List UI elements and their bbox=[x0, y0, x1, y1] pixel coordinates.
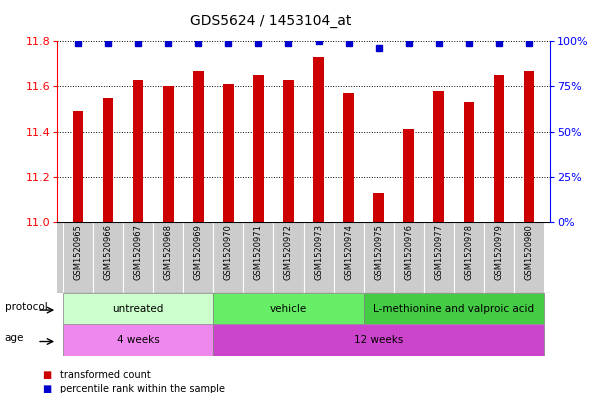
Text: GSM1520970: GSM1520970 bbox=[224, 224, 233, 280]
Text: ■: ■ bbox=[42, 384, 51, 393]
Text: GSM1520972: GSM1520972 bbox=[284, 224, 293, 280]
Text: ■: ■ bbox=[42, 369, 51, 380]
Bar bbox=[213, 222, 243, 293]
Bar bbox=[193, 71, 204, 222]
Bar bbox=[514, 222, 544, 293]
Text: GSM1520976: GSM1520976 bbox=[404, 224, 413, 280]
Text: protocol: protocol bbox=[5, 301, 47, 312]
Text: GSM1520968: GSM1520968 bbox=[164, 224, 172, 280]
Bar bbox=[313, 57, 324, 222]
Bar bbox=[463, 102, 474, 222]
Text: GSM1520965: GSM1520965 bbox=[74, 224, 82, 280]
Bar bbox=[63, 222, 93, 293]
Bar bbox=[403, 129, 414, 222]
Bar bbox=[163, 86, 174, 222]
Bar bbox=[523, 71, 534, 222]
Text: 4 weeks: 4 weeks bbox=[117, 335, 160, 345]
Text: untreated: untreated bbox=[112, 303, 164, 314]
Text: GSM1520966: GSM1520966 bbox=[104, 224, 112, 280]
Text: GSM1520974: GSM1520974 bbox=[344, 224, 353, 280]
Bar bbox=[454, 222, 484, 293]
Text: GSM1520973: GSM1520973 bbox=[314, 224, 323, 280]
Text: age: age bbox=[5, 333, 24, 343]
Bar bbox=[343, 93, 354, 222]
Text: L-methionine and valproic acid: L-methionine and valproic acid bbox=[373, 303, 534, 314]
Text: GSM1520969: GSM1520969 bbox=[194, 224, 203, 280]
Bar bbox=[93, 222, 123, 293]
Bar bbox=[103, 98, 114, 222]
Bar bbox=[213, 293, 364, 324]
Bar bbox=[433, 91, 444, 222]
Bar bbox=[394, 222, 424, 293]
Text: percentile rank within the sample: percentile rank within the sample bbox=[60, 384, 225, 393]
Bar bbox=[223, 84, 234, 222]
Bar bbox=[283, 80, 294, 222]
Bar bbox=[373, 193, 384, 222]
Text: GSM1520967: GSM1520967 bbox=[134, 224, 142, 280]
Text: GSM1520977: GSM1520977 bbox=[435, 224, 443, 280]
Text: GDS5624 / 1453104_at: GDS5624 / 1453104_at bbox=[190, 14, 351, 28]
Bar bbox=[123, 222, 153, 293]
Bar bbox=[364, 222, 394, 293]
Bar bbox=[484, 222, 514, 293]
Text: GSM1520975: GSM1520975 bbox=[374, 224, 383, 280]
Bar bbox=[334, 222, 364, 293]
Bar bbox=[364, 293, 544, 324]
Text: GSM1520978: GSM1520978 bbox=[465, 224, 473, 280]
Bar bbox=[73, 111, 84, 222]
Bar bbox=[304, 222, 334, 293]
Text: GSM1520980: GSM1520980 bbox=[525, 224, 533, 280]
Bar bbox=[183, 222, 213, 293]
Text: vehicle: vehicle bbox=[270, 303, 307, 314]
Text: GSM1520979: GSM1520979 bbox=[495, 224, 503, 280]
Bar bbox=[243, 222, 273, 293]
Bar bbox=[63, 324, 213, 356]
Bar bbox=[63, 293, 213, 324]
Bar bbox=[253, 75, 264, 222]
Text: GSM1520971: GSM1520971 bbox=[254, 224, 263, 280]
Bar bbox=[424, 222, 454, 293]
Text: 12 weeks: 12 weeks bbox=[354, 335, 403, 345]
Bar bbox=[493, 75, 504, 222]
Bar bbox=[273, 222, 304, 293]
Text: transformed count: transformed count bbox=[60, 369, 151, 380]
Bar bbox=[153, 222, 183, 293]
Bar bbox=[133, 80, 144, 222]
Bar bbox=[213, 324, 544, 356]
